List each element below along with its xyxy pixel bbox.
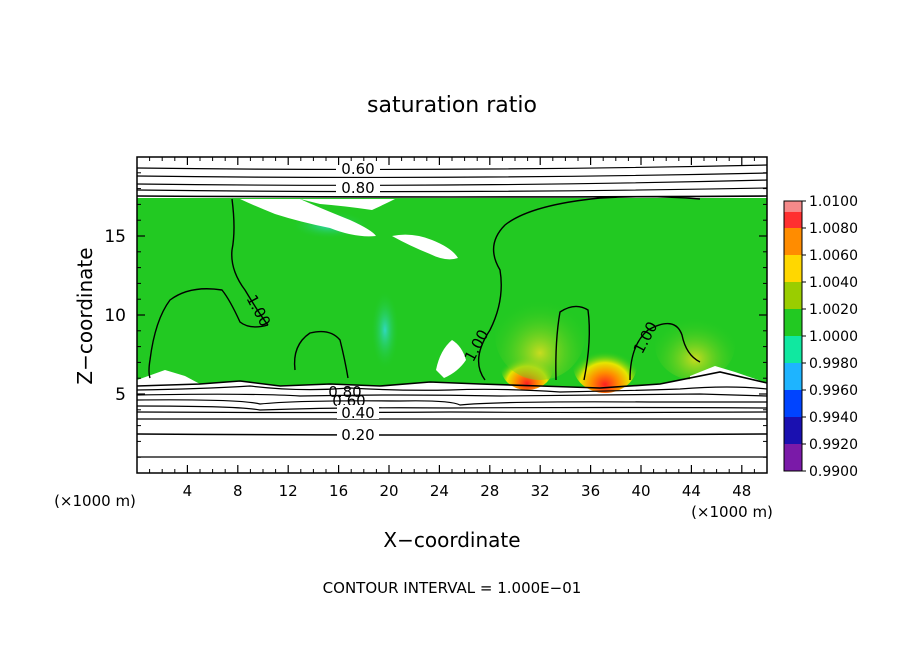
- x-tick-label: 28: [480, 482, 499, 500]
- colorbar-label: 1.0000: [809, 329, 858, 345]
- colorbar-label: 1.0080: [809, 221, 858, 237]
- x-axis: 4 8 12 16 20 24 28 32 36 40 44 48: [149, 157, 755, 500]
- colorbar: 1.0100 1.0080 1.0060 1.0040 1.0020 1.0000 0.99…: [783, 194, 858, 480]
- x-tick-label: 48: [732, 482, 751, 500]
- colorbar-label: 0.9940: [809, 410, 858, 426]
- colorbar-label: 1.0060: [809, 248, 858, 264]
- x-tick-label: 20: [379, 482, 398, 500]
- dry-patch: [137, 370, 200, 386]
- dry-patch: [690, 366, 767, 388]
- x-tick-label: 12: [279, 482, 298, 500]
- contour-interval-note: CONTOUR INTERVAL = 1.000E−01: [323, 579, 582, 597]
- chart-title: saturation ratio: [367, 93, 537, 118]
- colorbar-label: 1.0020: [809, 302, 858, 318]
- contour-label: 0.20: [341, 426, 374, 444]
- x-tick-label: 36: [581, 482, 600, 500]
- colorbar-swatch: [784, 201, 802, 212]
- cool-region: [371, 290, 399, 370]
- x-tick-label: 24: [430, 482, 449, 500]
- x-axis-label: X−coordinate: [383, 528, 520, 552]
- colorbar-swatch: [784, 228, 802, 255]
- colorbar-label: 1.0100: [809, 194, 858, 210]
- dry-patch: [240, 199, 376, 237]
- y-axis-label: Z−coordinate: [73, 247, 97, 384]
- colorbar-swatch: [784, 255, 802, 282]
- y-tick-label: 15: [104, 227, 126, 247]
- colorbar-label: 0.9900: [809, 464, 858, 480]
- warm-region: [655, 310, 735, 380]
- x-tick-label: 4: [183, 482, 193, 500]
- contour-label: 0.60: [341, 160, 374, 178]
- warm-region: [495, 290, 585, 380]
- dry-patch: [436, 340, 466, 378]
- x-tick-label: 44: [682, 482, 701, 500]
- colorbar-label: 0.9980: [809, 356, 858, 372]
- x-tick-label: 8: [233, 482, 243, 500]
- contour-label-bg: [336, 161, 380, 176]
- contour-label-bg: [337, 405, 379, 419]
- contours-upper: [137, 164, 767, 198]
- contours-saturation: [148, 196, 701, 381]
- plot-area: [137, 157, 767, 473]
- colorbar-swatch: [784, 336, 802, 363]
- x-tick-label: 40: [631, 482, 650, 500]
- dry-patch: [300, 199, 395, 210]
- colorbar-swatch: [784, 309, 802, 336]
- contours-lower: [137, 371, 767, 459]
- x-tick-label: 32: [531, 482, 550, 500]
- contour-label-bg: [337, 427, 379, 441]
- contour-label: 0.80: [341, 179, 374, 197]
- y-tick-label: 5: [115, 385, 126, 405]
- colorbar-label: 1.0040: [809, 275, 858, 291]
- colorbar-label: 0.9960: [809, 383, 858, 399]
- contour-label: 0.40: [341, 404, 374, 422]
- x-unit-left: (×1000 m): [54, 492, 136, 510]
- contour-label-bg: [336, 179, 380, 194]
- colorbar-label: 0.9920: [809, 437, 858, 453]
- colorbar-swatch: [784, 282, 802, 309]
- x-unit-right: (×1000 m): [691, 503, 773, 521]
- colorbar-swatch: [784, 363, 802, 390]
- y-tick-label: 10: [104, 306, 126, 326]
- colorbar-swatch: [784, 390, 802, 417]
- x-tick-label: 16: [329, 482, 348, 500]
- dry-patch: [392, 234, 458, 260]
- contour-label: 0.80: [328, 383, 361, 401]
- colorbar-swatch: [784, 417, 802, 444]
- y-axis: 5 10 15: [104, 172, 767, 458]
- colorbar-swatch: [784, 211, 802, 228]
- colorbar-swatch: [784, 444, 802, 471]
